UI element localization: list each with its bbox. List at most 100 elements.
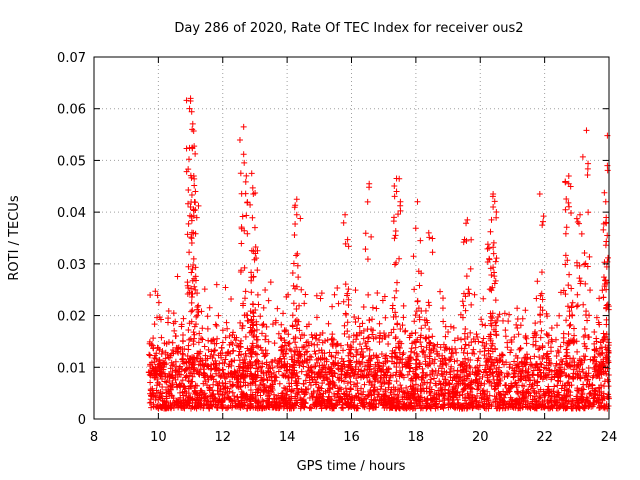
data-point xyxy=(255,385,262,392)
data-point xyxy=(504,370,511,377)
data-point xyxy=(499,397,506,404)
data-point xyxy=(499,352,506,359)
data-point xyxy=(378,383,385,390)
data-point xyxy=(454,335,461,342)
data-point xyxy=(354,387,361,394)
data-point xyxy=(288,380,295,387)
data-point xyxy=(561,366,568,373)
data-point xyxy=(262,336,269,343)
data-point xyxy=(593,358,600,365)
data-point xyxy=(331,291,338,298)
data-point xyxy=(286,346,293,353)
data-point xyxy=(286,340,293,347)
data-point xyxy=(238,388,245,395)
data-point xyxy=(290,361,297,368)
data-point xyxy=(185,156,192,163)
data-point xyxy=(593,335,600,342)
data-point xyxy=(407,348,414,355)
data-point xyxy=(570,402,577,409)
data-point xyxy=(194,312,201,319)
data-point xyxy=(365,392,372,399)
data-point xyxy=(206,405,213,412)
data-point xyxy=(252,365,259,372)
data-point xyxy=(566,271,573,278)
data-point xyxy=(394,403,401,410)
data-point xyxy=(260,304,267,311)
data-point xyxy=(501,374,508,381)
data-point xyxy=(558,369,565,376)
data-point xyxy=(152,288,159,295)
data-point xyxy=(292,220,299,227)
data-point xyxy=(380,369,387,376)
data-point xyxy=(247,201,254,208)
data-point xyxy=(591,328,598,335)
data-point xyxy=(185,377,192,384)
data-point xyxy=(347,357,354,364)
data-point xyxy=(285,291,292,298)
data-point xyxy=(445,396,452,403)
data-point xyxy=(241,312,248,319)
data-point xyxy=(294,262,301,269)
data-point xyxy=(385,384,392,391)
data-point xyxy=(374,289,381,296)
data-point xyxy=(561,395,568,402)
data-point xyxy=(426,302,433,309)
data-point xyxy=(165,315,172,322)
data-point xyxy=(406,334,413,341)
data-point xyxy=(390,395,397,402)
data-point xyxy=(601,189,608,196)
data-point xyxy=(567,363,574,370)
data-point xyxy=(166,373,173,380)
data-point xyxy=(352,383,359,390)
data-point xyxy=(466,290,473,297)
data-point xyxy=(248,394,255,401)
data-point xyxy=(441,402,448,409)
data-point xyxy=(489,370,496,377)
data-point xyxy=(391,360,398,367)
data-point xyxy=(512,370,519,377)
data-point xyxy=(441,395,448,402)
data-point xyxy=(570,366,577,373)
x-tick-labels: 8 10 12 14 16 18 20 22 24 xyxy=(90,430,617,445)
data-point xyxy=(542,372,549,379)
data-point xyxy=(420,349,427,356)
data-point xyxy=(466,370,473,377)
data-point xyxy=(482,390,489,397)
data-point xyxy=(488,287,495,294)
data-point xyxy=(331,393,338,400)
data-point xyxy=(537,311,544,318)
data-point xyxy=(474,386,481,393)
data-point xyxy=(213,281,220,288)
data-point xyxy=(554,347,561,354)
data-point xyxy=(358,367,365,374)
data-point xyxy=(243,172,250,179)
data-point xyxy=(253,333,260,340)
data-point xyxy=(213,322,220,329)
data-point xyxy=(190,172,197,179)
data-point xyxy=(156,394,163,401)
data-point xyxy=(150,393,157,400)
data-point xyxy=(182,397,189,404)
data-point xyxy=(273,374,280,381)
x-tick-label: 18 xyxy=(408,430,425,445)
data-point xyxy=(562,291,569,298)
data-point xyxy=(201,394,208,401)
data-point xyxy=(586,390,593,397)
data-point xyxy=(485,350,492,357)
data-point xyxy=(159,401,166,408)
data-point xyxy=(241,393,248,400)
y-tick-label: 0.06 xyxy=(57,103,86,118)
data-point xyxy=(250,374,257,381)
data-point xyxy=(250,313,257,320)
data-point xyxy=(574,302,581,309)
data-point xyxy=(461,355,468,362)
data-point xyxy=(467,386,474,393)
data-point xyxy=(409,393,416,400)
data-point xyxy=(412,366,419,373)
data-point xyxy=(168,403,175,410)
data-point xyxy=(488,403,495,410)
data-point xyxy=(591,353,598,360)
data-point xyxy=(566,322,573,329)
data-point xyxy=(563,353,570,360)
data-point xyxy=(314,341,321,348)
